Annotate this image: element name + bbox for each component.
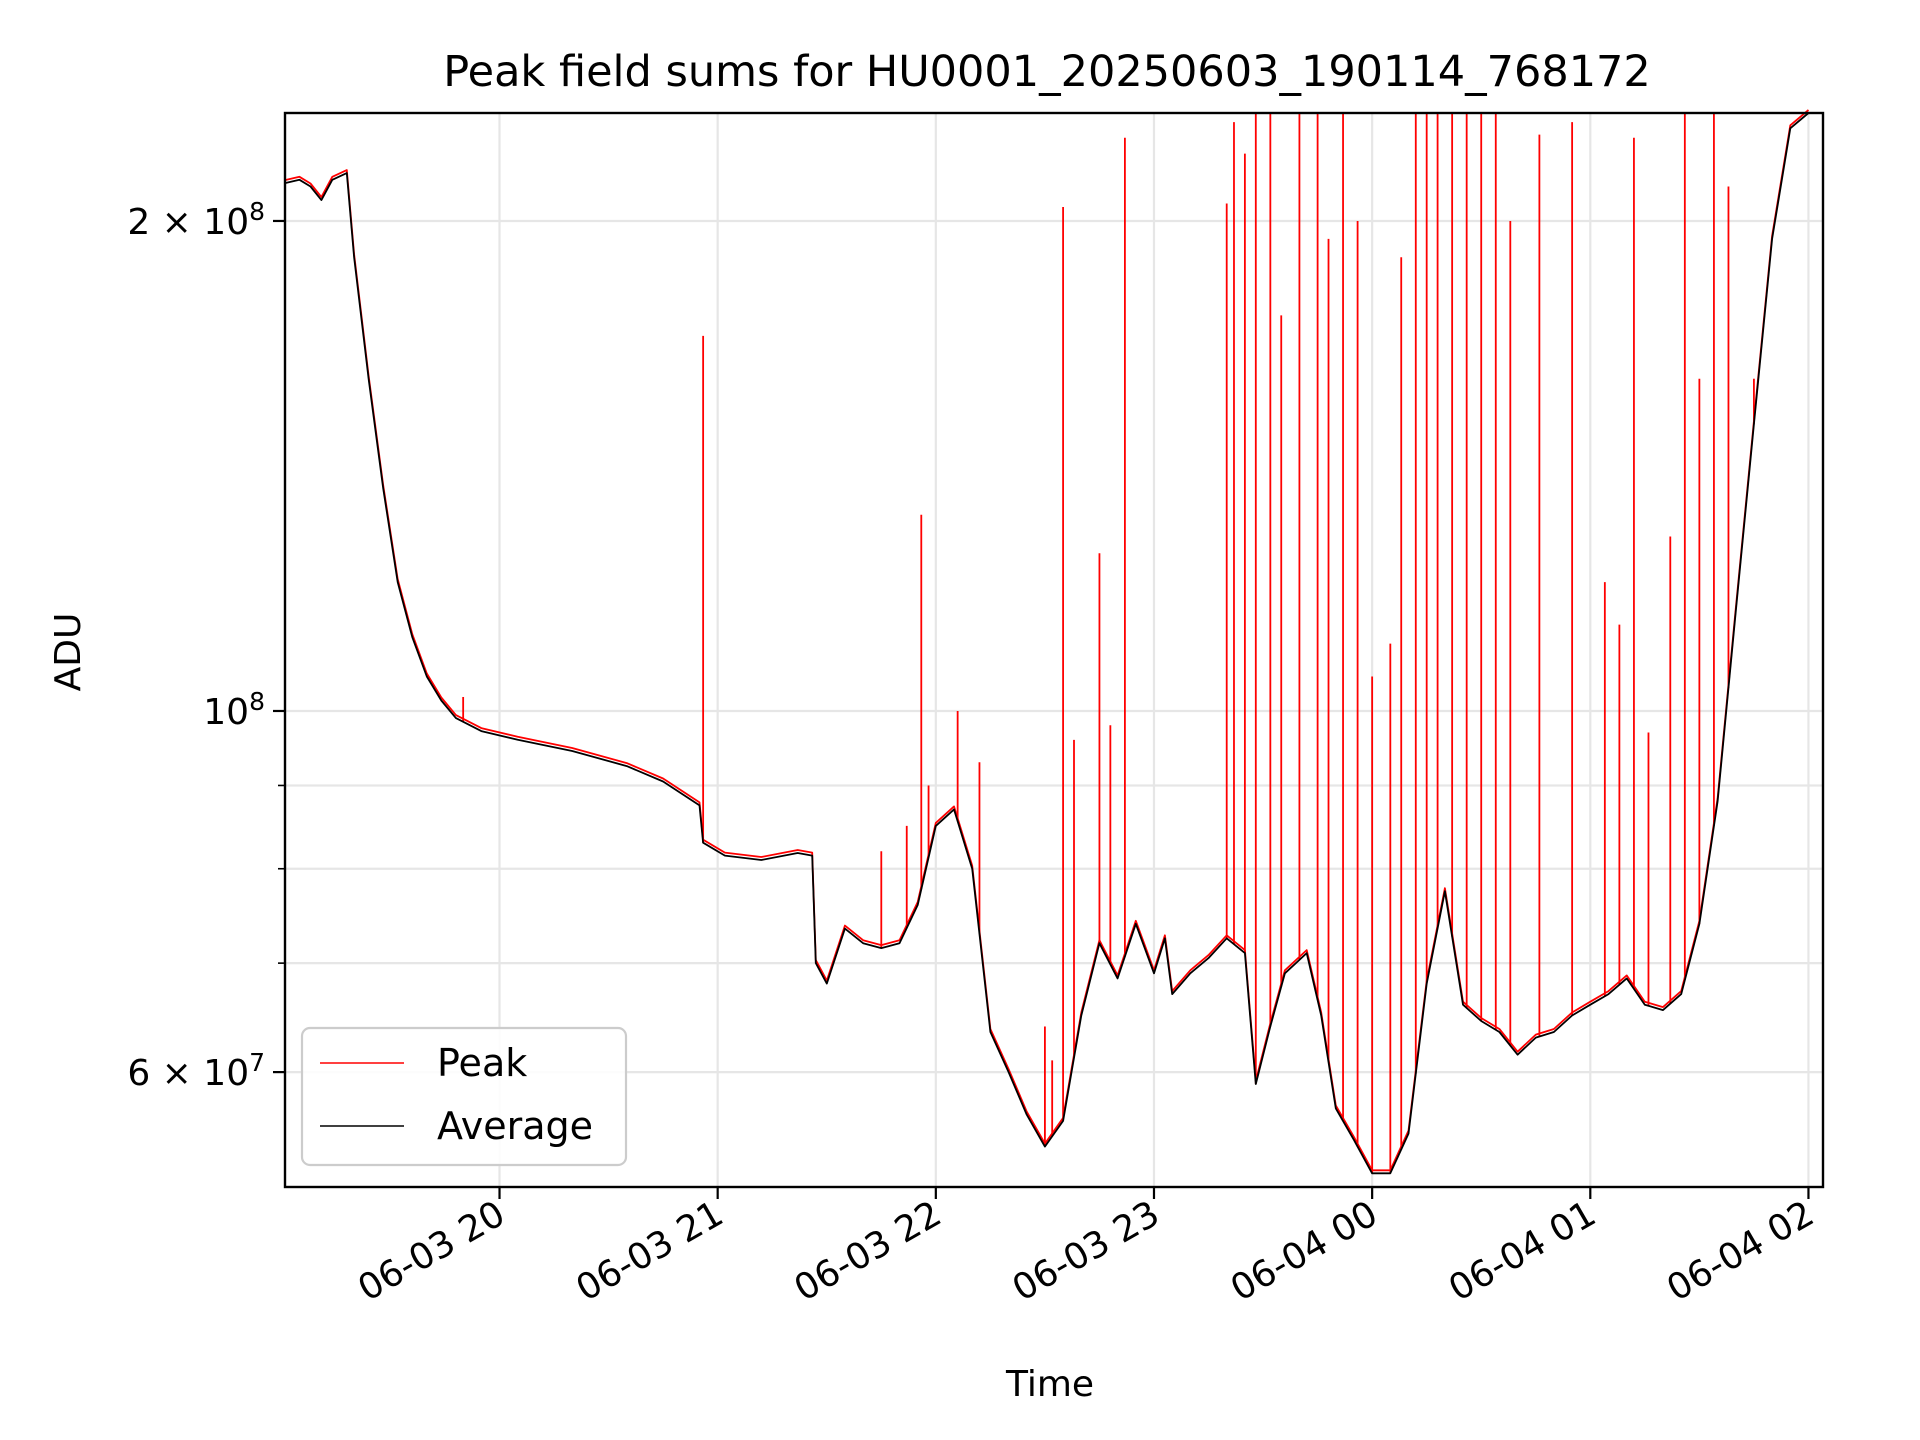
grid: [285, 113, 1823, 1187]
chart-title: Peak field sums for HU0001_20250603_1901…: [443, 47, 1651, 97]
y-tick-label-1: 108: [203, 687, 265, 733]
y-tick-label-exponent-1: 8: [249, 687, 265, 716]
y-tick-label-base-1: 10: [203, 692, 249, 733]
legend: Peak Average: [300, 1026, 628, 1167]
y-tick-label-exponent-2: 8: [249, 197, 265, 226]
y-tick-label-2: 2 × 108: [127, 197, 265, 243]
legend-label-average: Average: [437, 1104, 593, 1148]
legend-label-peak: Peak: [437, 1041, 527, 1085]
average-line: [284, 112, 1810, 1175]
y-tick-label-0: 6 × 107: [127, 1048, 265, 1094]
y-tick-label-base-0: 6 × 10: [127, 1053, 249, 1094]
plot-frame: [283, 111, 1825, 1189]
series-layer: [284, 109, 1810, 1175]
y-tick-label-base-2: 2 × 10: [127, 202, 249, 243]
y-tick-label-exponent-0: 7: [249, 1048, 265, 1077]
y-axis-label: ADU: [48, 613, 89, 692]
x-axis-label: Time: [1005, 1364, 1094, 1405]
